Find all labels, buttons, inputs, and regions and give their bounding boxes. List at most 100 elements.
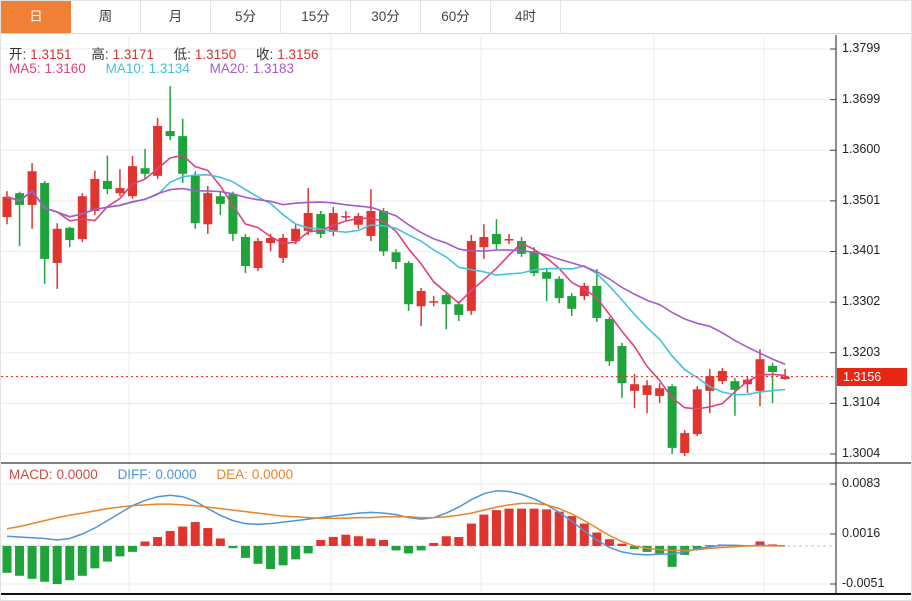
ma10-line bbox=[6, 173, 786, 396]
candle-body bbox=[617, 346, 627, 384]
price-axis-label: 1.3799 bbox=[842, 41, 881, 55]
candle-body bbox=[529, 251, 539, 274]
macd-bar bbox=[178, 526, 188, 546]
candle-body bbox=[441, 295, 451, 305]
candle-body bbox=[77, 196, 87, 240]
macd-bar bbox=[567, 516, 577, 546]
candle-body bbox=[140, 168, 150, 174]
candle-body bbox=[466, 241, 476, 311]
tab-5min[interactable]: 5分 bbox=[211, 1, 281, 33]
macd-bar bbox=[604, 539, 614, 546]
candle-body bbox=[303, 213, 313, 231]
ohlc-readout: 开: 1.3151 高: 1.3171 低: 1.3150 收: 1.3156 bbox=[9, 43, 323, 63]
tab-month[interactable]: 月 bbox=[141, 1, 211, 33]
macd-bar bbox=[366, 538, 376, 546]
candle-body bbox=[454, 304, 464, 315]
macd-bar bbox=[517, 508, 527, 546]
macd-bar bbox=[15, 545, 25, 576]
candle-body bbox=[655, 388, 665, 396]
candle-body bbox=[780, 376, 790, 380]
candle-body bbox=[253, 241, 263, 269]
ma-legend: MA5: 1.3160 MA10: 1.3134 MA20: 1.3183 bbox=[9, 61, 298, 76]
macd-bar bbox=[579, 523, 589, 546]
low-value: 1.3150 bbox=[194, 47, 237, 62]
candle-body bbox=[15, 193, 25, 205]
low-label: 低: bbox=[173, 47, 191, 62]
macd-bar bbox=[667, 545, 677, 567]
macd-histogram bbox=[2, 508, 778, 584]
candle-body bbox=[341, 216, 351, 218]
candle-body bbox=[65, 227, 75, 241]
candle-body bbox=[228, 194, 238, 234]
tab-day[interactable]: 日 bbox=[1, 1, 71, 33]
macd-bar bbox=[454, 536, 464, 546]
dea-line bbox=[6, 502, 786, 552]
macd-bar bbox=[253, 545, 263, 564]
macd-bar bbox=[102, 545, 112, 562]
macd-bar bbox=[416, 545, 426, 551]
candle-body bbox=[27, 171, 37, 205]
ma10-label: MA10: bbox=[105, 61, 145, 76]
macd-bar bbox=[441, 536, 451, 546]
ma20-line bbox=[6, 187, 786, 366]
macd-bar bbox=[705, 545, 715, 547]
axis-layer bbox=[1, 35, 911, 595]
candle-body bbox=[768, 365, 778, 372]
macd-bar bbox=[479, 514, 489, 546]
macd-bar bbox=[542, 509, 552, 546]
tab-60min[interactable]: 60分 bbox=[421, 1, 491, 33]
candle-body bbox=[240, 236, 250, 267]
candle-body bbox=[190, 175, 200, 224]
price-axis-label: 1.3104 bbox=[842, 395, 881, 409]
candle-body bbox=[542, 272, 552, 279]
ma5-label: MA5: bbox=[9, 61, 41, 76]
candle-body bbox=[579, 285, 589, 297]
macd-bar bbox=[554, 511, 564, 546]
macd-bar bbox=[203, 528, 213, 546]
macd-bar bbox=[90, 545, 100, 569]
ma20-value: 1.3183 bbox=[252, 61, 294, 76]
candle-body bbox=[278, 238, 288, 258]
price-axis-label: 1.3600 bbox=[842, 142, 881, 156]
candle-body bbox=[517, 241, 527, 254]
candle-body bbox=[567, 296, 577, 309]
candle-body bbox=[504, 239, 514, 241]
candle-body bbox=[604, 319, 614, 362]
macd-bar bbox=[40, 545, 50, 582]
high-value: 1.3171 bbox=[112, 47, 154, 62]
macd-bar bbox=[266, 545, 276, 570]
candle-body bbox=[416, 290, 426, 307]
close-label: 收: bbox=[255, 47, 274, 62]
macd-bar bbox=[391, 545, 401, 551]
macd-bar bbox=[630, 545, 639, 549]
macd-value: 0.0000 bbox=[56, 467, 98, 482]
candles-layer bbox=[2, 86, 790, 457]
candle-body bbox=[328, 213, 338, 232]
open-label: 开: bbox=[9, 47, 27, 62]
macd-bar bbox=[429, 542, 439, 546]
candle-body bbox=[479, 236, 489, 248]
candle-body bbox=[491, 233, 501, 245]
macd-bar bbox=[2, 545, 12, 573]
macd-bar bbox=[165, 531, 175, 546]
candle-body bbox=[379, 211, 388, 252]
tab-30min[interactable]: 30分 bbox=[351, 1, 421, 33]
macd-bar bbox=[140, 541, 150, 546]
candle-body bbox=[203, 193, 213, 225]
macd-axis-label: 0.0016 bbox=[842, 526, 881, 540]
tab-15min[interactable]: 15分 bbox=[281, 1, 351, 33]
candle-body bbox=[215, 196, 225, 204]
tab-week[interactable]: 周 bbox=[71, 1, 141, 33]
candle-body bbox=[692, 389, 702, 435]
macd-bar bbox=[65, 545, 75, 581]
candle-body bbox=[680, 433, 690, 453]
macd-bar bbox=[303, 545, 313, 554]
macd-bar bbox=[529, 508, 539, 546]
tab-4hour[interactable]: 4时 bbox=[491, 1, 561, 33]
candle-body bbox=[391, 252, 401, 262]
macd-bar bbox=[341, 534, 351, 546]
macd-bar bbox=[617, 543, 627, 546]
macd-bar bbox=[466, 523, 476, 546]
macd-bar bbox=[215, 538, 225, 546]
